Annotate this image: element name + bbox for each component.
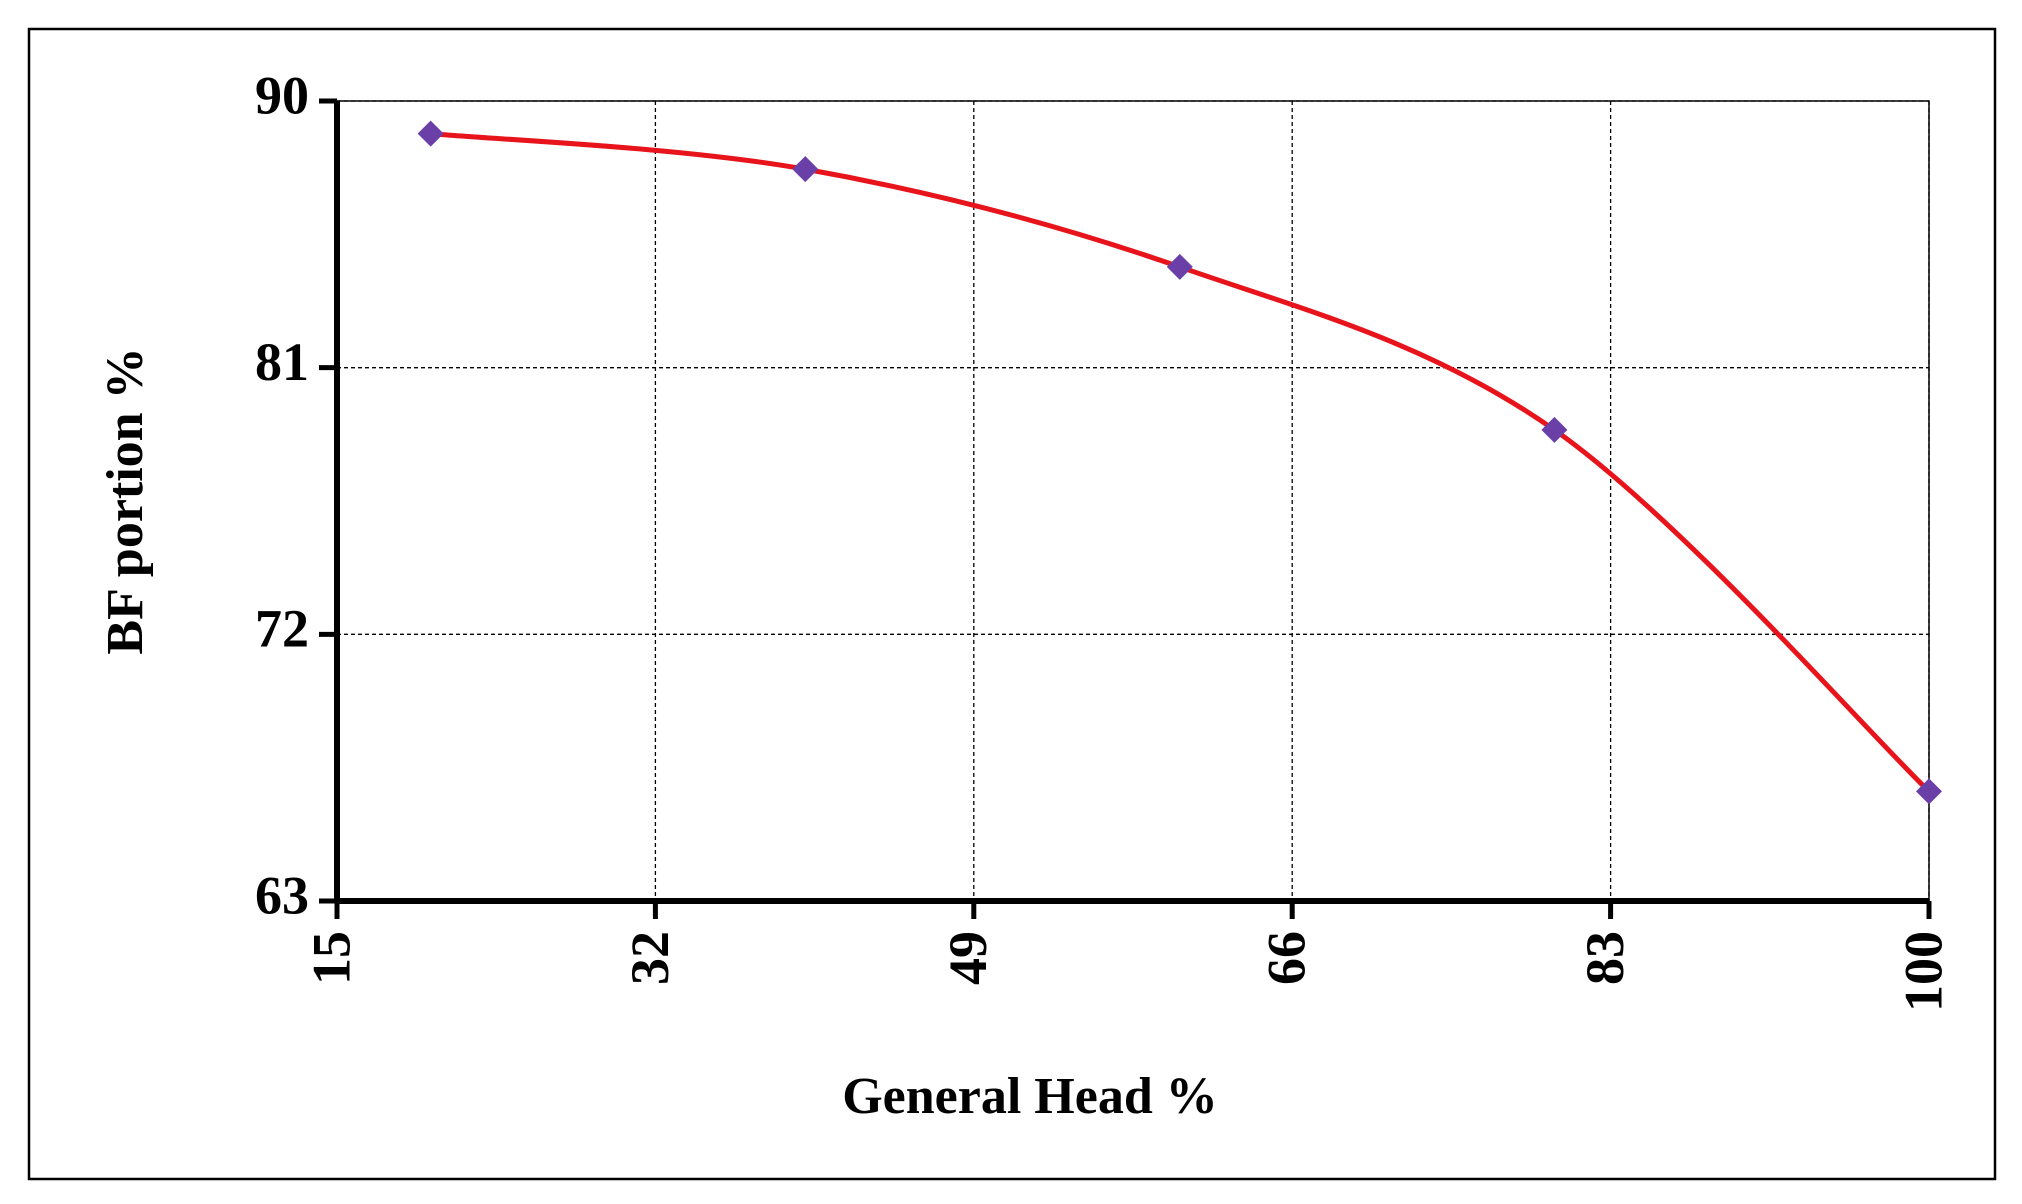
data-marker — [417, 120, 444, 147]
x-tick-label: 66 — [1257, 931, 1317, 985]
x-tick-label: 15 — [301, 931, 361, 985]
chart-frame — [27, 27, 1997, 1181]
plot-frame — [336, 100, 1930, 902]
x-tick-label: 100 — [1893, 931, 1953, 1012]
x-axis-title: General Head % — [842, 1068, 1218, 1125]
data-marker — [792, 156, 819, 183]
series-line — [430, 131, 1931, 794]
y-axis-title: BF portion % — [97, 347, 154, 654]
y-tick-label: 72 — [255, 599, 309, 659]
x-tick-label: 49 — [938, 931, 998, 985]
x-tick-label: 32 — [620, 931, 680, 985]
y-tick-label: 90 — [255, 65, 309, 125]
x-tick-label: 83 — [1575, 931, 1635, 985]
data-marker — [1166, 253, 1193, 280]
y-tick-label: 63 — [255, 865, 309, 925]
data-marker — [1541, 416, 1568, 443]
data-marker — [1916, 778, 1942, 805]
y-tick-label: 81 — [255, 332, 309, 392]
